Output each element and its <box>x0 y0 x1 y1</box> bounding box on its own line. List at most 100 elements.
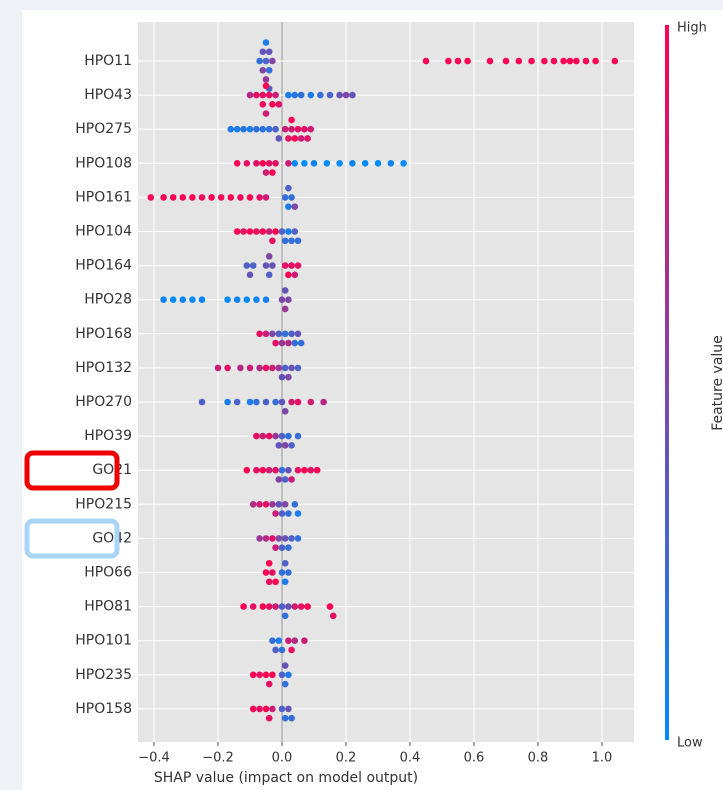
point <box>269 501 276 508</box>
x-axis-label: SHAP value (impact on model output) <box>154 770 418 786</box>
point <box>269 671 276 679</box>
point <box>297 603 305 610</box>
point <box>233 296 241 304</box>
point <box>249 671 257 679</box>
point <box>285 160 292 167</box>
point <box>294 364 302 372</box>
point <box>233 125 241 133</box>
point <box>297 339 305 347</box>
x-tick-label: 0.4 <box>400 751 421 766</box>
point <box>265 466 273 474</box>
point <box>285 135 292 142</box>
point <box>269 637 276 644</box>
point <box>291 501 299 508</box>
point <box>278 296 286 304</box>
point <box>454 57 462 65</box>
point <box>288 476 295 483</box>
point <box>281 714 289 722</box>
point <box>502 57 510 65</box>
point <box>189 296 196 304</box>
point <box>275 535 283 542</box>
point <box>281 330 289 338</box>
x-tick-label: 0.0 <box>272 751 293 766</box>
point <box>259 160 267 167</box>
point <box>278 432 286 440</box>
point <box>288 237 295 245</box>
point <box>275 501 283 508</box>
y-tick-label: HPO108 <box>75 155 132 171</box>
point <box>269 169 276 176</box>
point <box>214 364 222 372</box>
point <box>169 296 177 304</box>
point <box>269 237 276 245</box>
point <box>301 637 308 644</box>
point <box>291 91 299 99</box>
point <box>208 194 215 201</box>
point <box>253 160 260 167</box>
point <box>243 160 251 167</box>
point <box>528 57 535 65</box>
point <box>297 135 305 142</box>
point <box>307 91 315 99</box>
x-tick-label: 1.0 <box>592 751 613 766</box>
x-tick-label: −0.2 <box>202 751 234 766</box>
point <box>224 296 231 304</box>
y-tick-label: HPO101 <box>75 633 132 649</box>
point <box>259 228 267 235</box>
point <box>297 91 305 99</box>
point <box>336 91 343 99</box>
point <box>281 194 289 201</box>
y-tick-label: HPO164 <box>75 258 132 274</box>
point <box>278 705 286 713</box>
point <box>288 398 295 406</box>
point <box>285 203 292 210</box>
point <box>281 442 289 449</box>
point <box>253 432 260 440</box>
point <box>573 57 580 65</box>
point <box>246 228 254 235</box>
point <box>224 364 231 372</box>
point <box>323 160 331 167</box>
point <box>281 501 289 508</box>
point <box>288 194 295 201</box>
point <box>281 578 289 586</box>
point <box>422 57 430 65</box>
point <box>275 330 283 338</box>
point <box>272 578 279 586</box>
point <box>160 194 167 201</box>
point <box>256 705 263 713</box>
point <box>281 612 289 620</box>
highlight-box <box>24 518 120 559</box>
point <box>265 91 273 99</box>
point <box>285 184 292 192</box>
point <box>361 160 369 167</box>
point <box>259 91 267 99</box>
point <box>272 544 279 551</box>
point <box>294 237 302 245</box>
colorbar-title: Feature value <box>710 335 723 431</box>
point <box>541 57 548 65</box>
point <box>272 466 279 474</box>
point <box>281 407 289 415</box>
point <box>291 339 299 347</box>
point <box>301 160 308 167</box>
point <box>294 510 302 517</box>
point <box>265 160 273 167</box>
point <box>253 398 260 406</box>
point <box>262 110 270 117</box>
x-tick-label: −0.4 <box>138 751 170 766</box>
point <box>259 466 267 474</box>
point <box>291 271 299 279</box>
point <box>281 662 289 669</box>
point <box>278 646 286 654</box>
point <box>265 125 273 133</box>
point <box>326 603 334 610</box>
point <box>294 432 302 440</box>
y-tick-label: HPO275 <box>75 121 132 137</box>
x-tick-label: 0.6 <box>464 751 485 766</box>
point <box>307 125 315 133</box>
point <box>259 603 267 610</box>
point <box>253 228 260 235</box>
point <box>285 91 292 99</box>
